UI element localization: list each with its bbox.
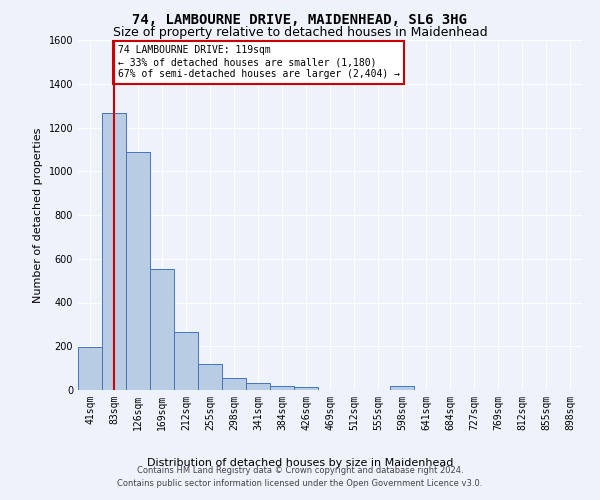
Bar xyxy=(78,348,102,390)
Bar xyxy=(174,332,198,390)
Bar xyxy=(222,378,246,390)
Text: 74 LAMBOURNE DRIVE: 119sqm
← 33% of detached houses are smaller (1,180)
67% of s: 74 LAMBOURNE DRIVE: 119sqm ← 33% of deta… xyxy=(118,46,400,78)
Bar xyxy=(270,386,294,390)
Text: Contains HM Land Registry data © Crown copyright and database right 2024.
Contai: Contains HM Land Registry data © Crown c… xyxy=(118,466,482,487)
Bar xyxy=(198,364,222,390)
Text: Distribution of detached houses by size in Maidenhead: Distribution of detached houses by size … xyxy=(147,458,453,468)
Bar xyxy=(390,386,414,390)
Bar xyxy=(102,114,126,390)
Text: 74, LAMBOURNE DRIVE, MAIDENHEAD, SL6 3HG: 74, LAMBOURNE DRIVE, MAIDENHEAD, SL6 3HG xyxy=(133,12,467,26)
Text: Size of property relative to detached houses in Maidenhead: Size of property relative to detached ho… xyxy=(113,26,487,39)
Bar xyxy=(150,268,174,390)
Bar xyxy=(126,152,150,390)
Bar xyxy=(246,384,270,390)
Y-axis label: Number of detached properties: Number of detached properties xyxy=(33,128,43,302)
Bar xyxy=(294,386,318,390)
